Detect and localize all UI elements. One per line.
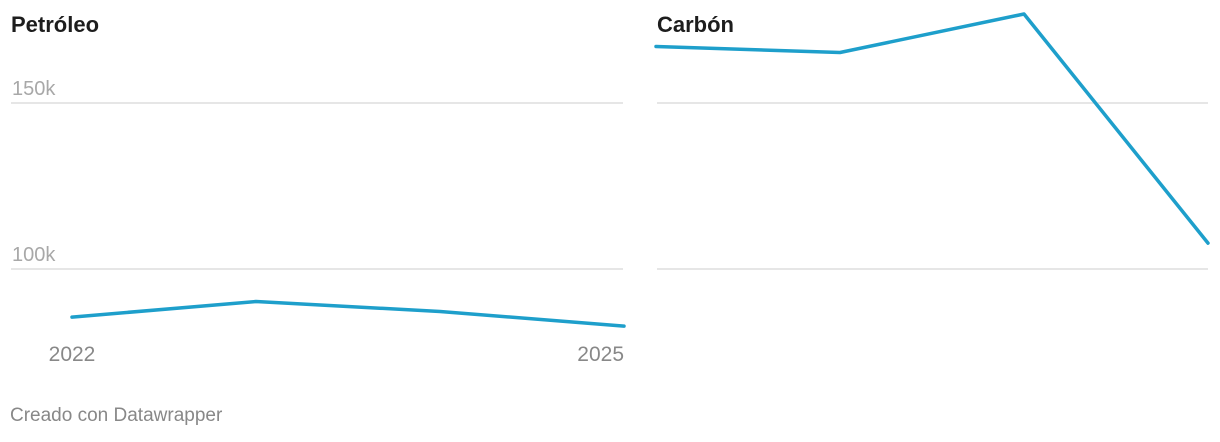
chart-title-petroleo: Petróleo [11,12,100,37]
x-tick-label: 2022 [49,343,96,366]
series-line [654,12,1210,245]
y-tick-label: 150k [12,78,56,100]
y-tick-label: 100k [12,244,56,266]
chart-title-carbon: Carbón [657,12,734,37]
series-line [70,299,626,328]
x-tick-label: 2025 [577,343,624,366]
footer-credit: Creado con Datawrapper [10,405,223,426]
